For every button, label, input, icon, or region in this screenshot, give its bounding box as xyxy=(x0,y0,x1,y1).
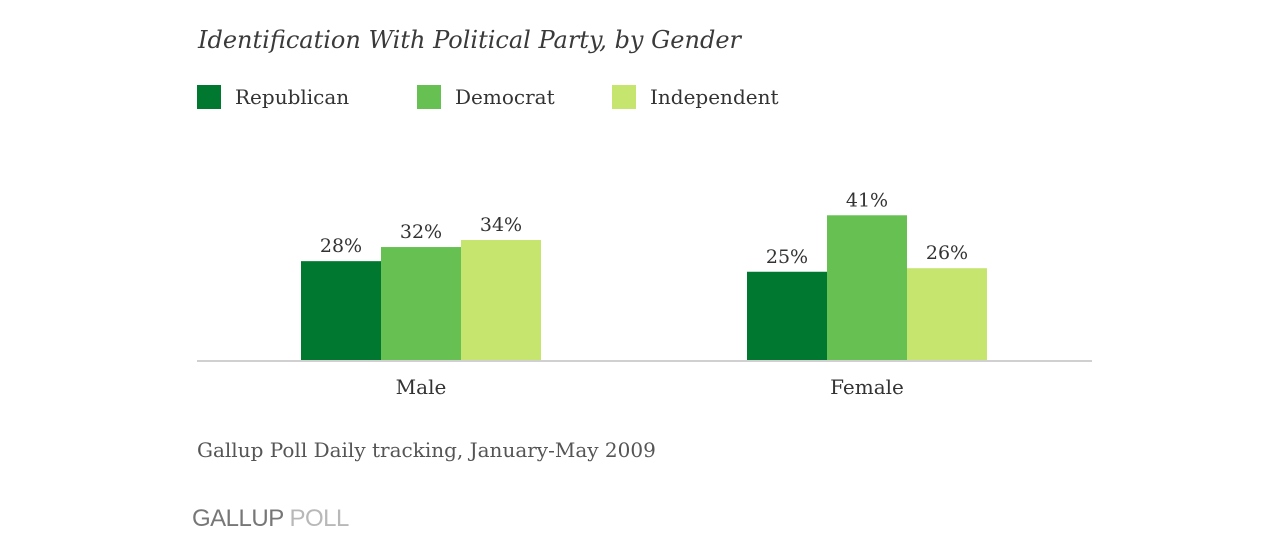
data-label-democrat-male: 32% xyxy=(400,221,442,243)
data-label-independent-male: 34% xyxy=(480,214,522,236)
source-note: Gallup Poll Daily tracking, January-May … xyxy=(197,438,656,462)
bar-independent-male xyxy=(461,239,541,360)
bar-independent-female xyxy=(907,268,987,360)
x-tick-label-female: Female xyxy=(830,375,904,399)
legend-label-democrat: Democrat xyxy=(455,85,555,109)
bar-republican-male xyxy=(301,261,381,360)
legend-swatch-republican xyxy=(197,85,221,109)
bar-republican-female xyxy=(747,271,827,360)
bar-democrat-female xyxy=(827,215,907,360)
data-label-republican-female: 25% xyxy=(766,246,808,268)
chart-title: Identification With Political Party, by … xyxy=(198,26,741,54)
data-label-republican-male: 28% xyxy=(320,235,362,257)
gallup-poll-logo: GALLUP POLL xyxy=(192,505,349,533)
x-tick-label-male: Male xyxy=(396,375,447,399)
data-label-democrat-female: 41% xyxy=(846,189,888,211)
legend-label-republican: Republican xyxy=(235,85,350,109)
legend-label-independent: Independent xyxy=(650,85,779,109)
logo-brand: GALLUP xyxy=(192,505,284,532)
legend-swatch-independent xyxy=(612,85,636,109)
logo-product: POLL xyxy=(289,505,349,532)
legend-swatch-democrat xyxy=(417,85,441,109)
data-label-independent-female: 26% xyxy=(926,242,968,264)
bar-democrat-male xyxy=(381,247,461,360)
